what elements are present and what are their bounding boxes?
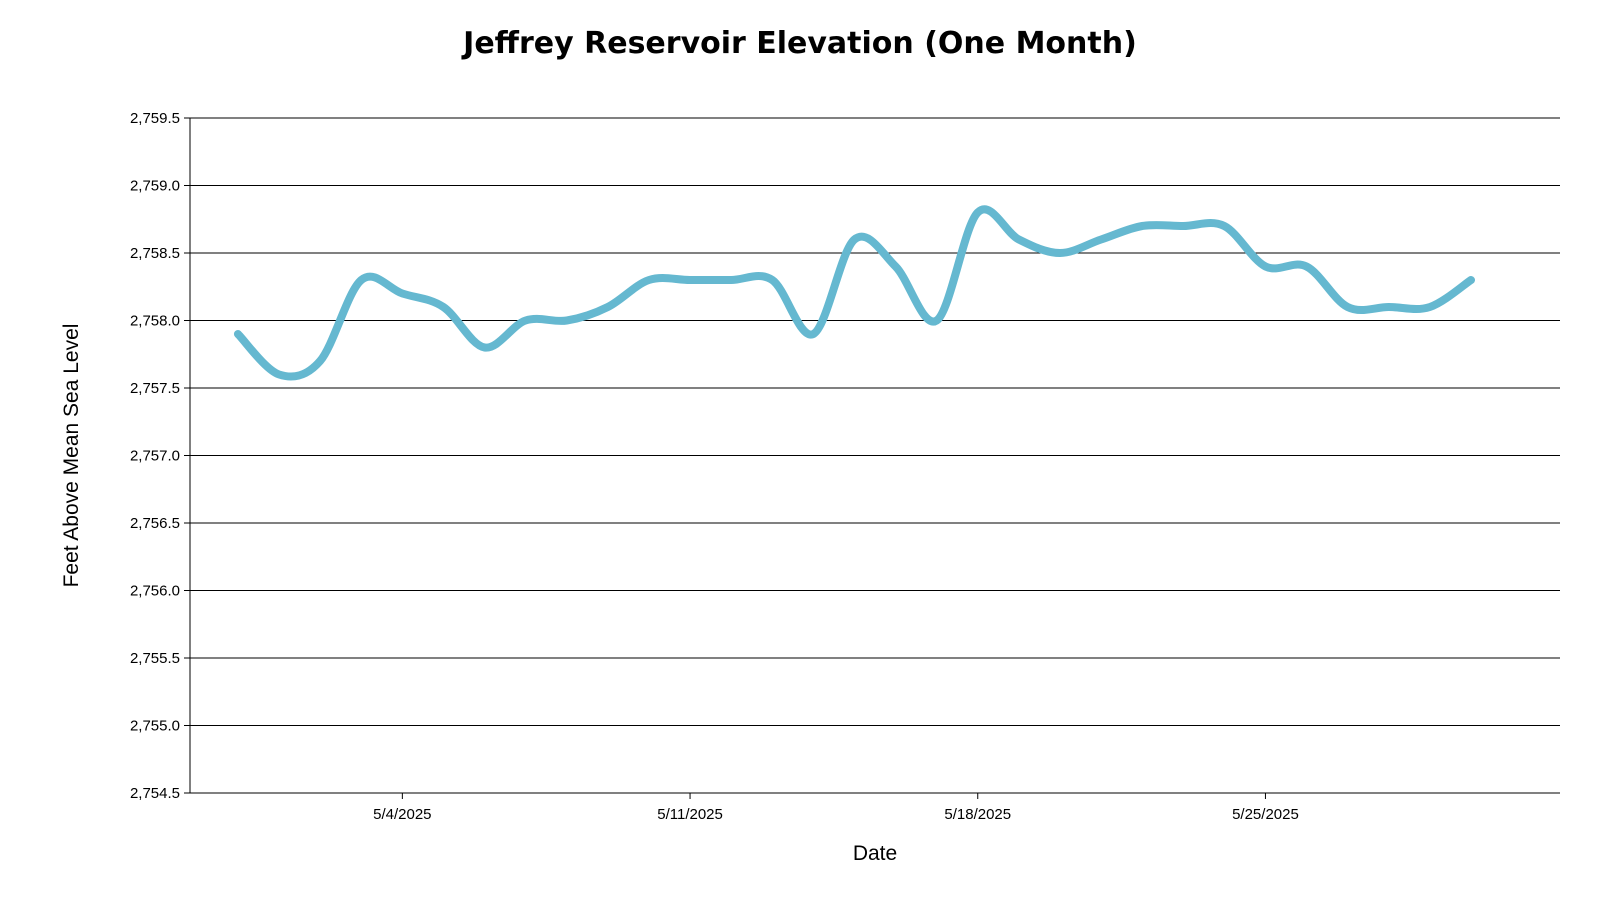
y-tick-label: 2,754.5	[130, 785, 180, 802]
y-tick-label: 2,758.5	[130, 245, 180, 262]
y-tick-label: 2,759.5	[130, 110, 180, 127]
y-axis-title: Feet Above Mean Sea Level	[60, 324, 83, 588]
y-axis-ticks: 2,754.5 2,755.0 2,755.5 2,756.0 2,756.5 2,757…	[130, 110, 190, 802]
y-tick-label: 2,758.0	[130, 313, 180, 330]
x-tick-label: 5/4/2025	[373, 806, 431, 823]
elevation-series-line	[233, 205, 1475, 381]
y-tick-label: 2,755.0	[130, 718, 180, 735]
y-tick-label: 2,757.5	[130, 380, 180, 397]
x-tick-label: 5/25/2025	[1232, 806, 1299, 823]
series	[233, 205, 1475, 381]
y-tick-label: 2,756.0	[130, 583, 180, 600]
y-tick-label: 2,757.0	[130, 448, 180, 465]
x-axis-title: Date	[853, 842, 897, 865]
y-tick-label: 2,759.0	[130, 178, 180, 195]
x-tick-label: 5/18/2025	[944, 806, 1011, 823]
grid-lines	[190, 117, 1560, 726]
y-tick-label: 2,755.5	[130, 650, 180, 667]
x-axis-ticks: 5/4/2025 5/11/2025 5/18/2025 5/25/2025	[373, 793, 1299, 823]
x-tick-label: 5/11/2025	[657, 806, 723, 823]
chart-title: Jeffrey Reservoir Elevation (One Month)	[463, 26, 1137, 61]
y-tick-label: 2,756.5	[130, 515, 180, 532]
